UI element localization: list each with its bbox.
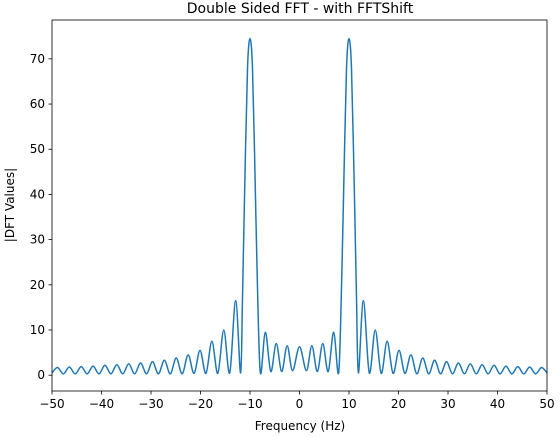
chart-title: Double Sided FFT - with FFTShift: [187, 1, 414, 17]
y-tick-label: 60: [30, 97, 45, 111]
y-tick-label: 30: [30, 233, 45, 247]
x-tick-label: −30: [138, 397, 163, 411]
x-axis-label: Frequency (Hz): [255, 419, 346, 433]
y-axis-label: |DFT Values|: [3, 168, 17, 242]
x-tick-label: 20: [391, 397, 406, 411]
line-series: [52, 37, 547, 375]
x-tick-label: 40: [490, 397, 505, 411]
plot-area: [52, 37, 547, 375]
x-tick-label: 0: [296, 397, 304, 411]
x-tick-label: 10: [341, 397, 356, 411]
y-tick-label: 0: [37, 368, 45, 382]
x-tick-label: −20: [188, 397, 213, 411]
y-tick-label: 10: [30, 323, 45, 337]
y-tick-label: 40: [30, 187, 45, 201]
axes-frame: [51, 19, 548, 392]
x-tick-label: −10: [237, 397, 262, 411]
y-tick-label: 50: [30, 142, 45, 156]
x-tick-label: 50: [539, 397, 554, 411]
x-tick-label: −40: [89, 397, 114, 411]
x-tick-label: −50: [39, 397, 64, 411]
y-tick-label: 70: [30, 52, 45, 66]
x-tick-label: 30: [440, 397, 455, 411]
y-tick-label: 20: [30, 278, 45, 292]
